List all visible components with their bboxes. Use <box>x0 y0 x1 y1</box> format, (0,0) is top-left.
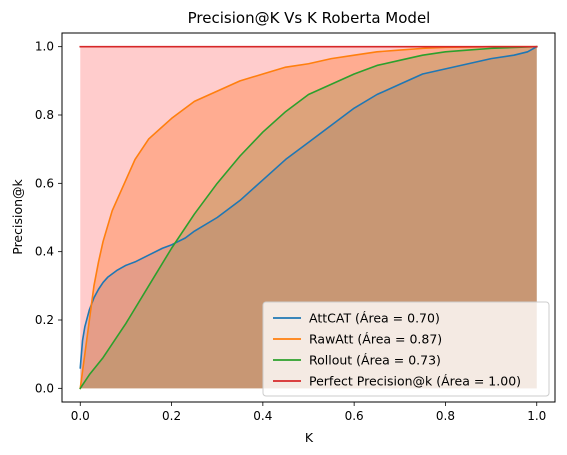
x-tick-label: 0.2 <box>162 409 181 423</box>
x-axis-label: K <box>305 430 314 445</box>
y-tick-label: 0.4 <box>35 245 54 259</box>
line-rollout <box>79 45 538 390</box>
plot-frame <box>61 32 556 403</box>
y-tick-label: 0.0 <box>35 381 54 395</box>
line-rawatt <box>79 45 538 390</box>
legend-label: AttCAT (Área = 0.70) <box>309 311 440 326</box>
x-tick-label: 0.8 <box>436 409 455 423</box>
legend: AttCAT (Área = 0.70) RawAtt (Área = 0.87)… <box>262 301 550 397</box>
chart-title: Precision@K Vs K Roberta Model <box>188 9 431 27</box>
x-axis: 0.0 0.2 0.4 0.6 0.8 1.0 <box>71 402 546 423</box>
y-tick-label: 0.8 <box>35 108 54 122</box>
legend-label: RawAtt (Área = 0.87) <box>309 332 442 347</box>
line-attcat <box>79 45 538 369</box>
legend-box <box>262 301 550 397</box>
legend-label: Perfect Precision@k (Área = 1.00) <box>309 374 521 389</box>
x-tick-label: 0.0 <box>71 409 90 423</box>
y-axis: 0.0 0.2 0.4 0.6 0.8 1.0 <box>35 40 62 395</box>
x-tick-label: 0.6 <box>345 409 364 423</box>
y-tick-label: 0.2 <box>35 313 54 327</box>
x-tick-label: 0.4 <box>253 409 272 423</box>
x-tick-label: 1.0 <box>527 409 546 423</box>
legend-label: Rollout (Área = 0.73) <box>309 353 441 368</box>
y-axis-label: Precision@k <box>10 178 25 254</box>
y-tick-label: 0.6 <box>35 176 54 190</box>
y-tick-label: 1.0 <box>35 40 54 54</box>
series-lines <box>79 45 538 390</box>
